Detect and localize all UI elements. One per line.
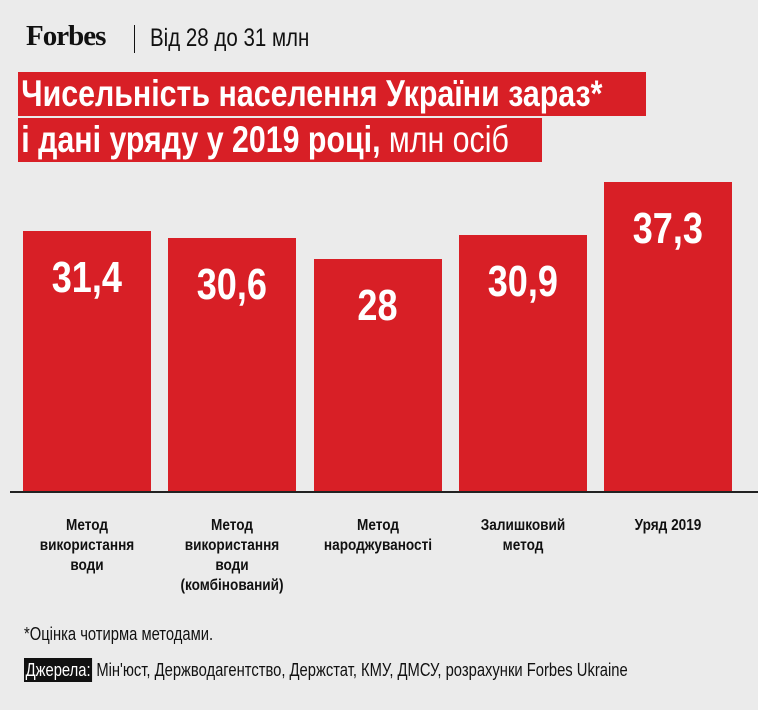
chart-title-line-2: і дані уряду у 2019 році, млн осіб (18, 118, 542, 162)
data-label: 31,4 (51, 252, 123, 302)
bar: 28 (313, 259, 442, 491)
sources: Джерела: Мін'юст, Держводагентство, Держ… (24, 658, 758, 682)
x-axis (10, 491, 758, 493)
bar: 37,3 (604, 182, 733, 491)
category-label: Метод народжуваності (323, 517, 432, 554)
data-label: 37,3 (633, 204, 704, 253)
category-label: Метод використання води (39, 517, 135, 574)
footnote: *Оцінка чотирма методами. (24, 624, 214, 644)
data-label: 28 (357, 281, 398, 331)
bar: 30,9 (458, 235, 587, 491)
chart-title-line-1: Чисельність населення України зараз* (18, 72, 646, 116)
forbes-logo: Forbes (26, 20, 106, 52)
sources-text: Мін'юст, Держводагентство, Держстат, КМУ… (92, 660, 628, 680)
category-label: Залишковий метод (480, 517, 566, 554)
bar: 30,6 (168, 237, 297, 491)
data-label: 30,6 (197, 259, 268, 309)
category-label: Метод використання води (комбінований) (180, 517, 284, 594)
category-label: Уряд 2019 (634, 517, 702, 534)
subtitle: Від 28 до 31 млн (150, 24, 310, 52)
data-label: 30,9 (487, 257, 558, 307)
divider (134, 25, 135, 53)
sources-label: Джерела: (24, 658, 93, 682)
bar: 31,4 (23, 230, 151, 491)
